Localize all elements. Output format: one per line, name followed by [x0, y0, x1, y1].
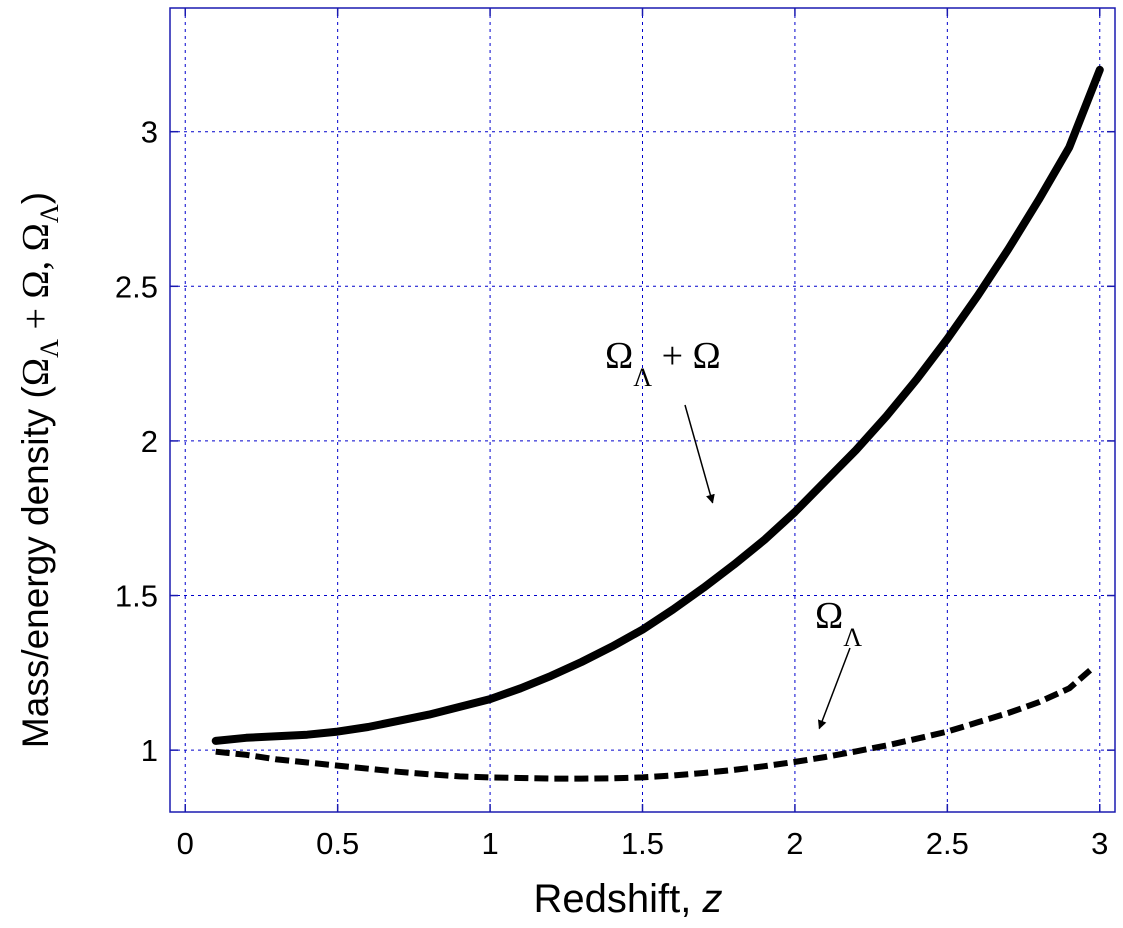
- y-axis-label: Mass/energy density (ΩΛ + Ω, ΩΛ): [15, 192, 64, 748]
- x-axis-label: Redshift, z: [534, 877, 723, 921]
- x-tick-label: 2: [786, 826, 803, 861]
- y-label-omega-lambda-2: Ω: [15, 223, 57, 251]
- x-tick-label: 1.5: [621, 826, 664, 861]
- annotations: ΩΛ + Ω ΩΛ: [605, 335, 862, 729]
- y-label-plus-omega: + Ω,: [15, 251, 57, 339]
- y-axis-label-prefix: Mass/energy density (: [15, 385, 56, 748]
- y-tick-label: 2: [141, 424, 158, 459]
- x-tick-label: 2.5: [926, 826, 969, 861]
- x-tick-label: 3: [1091, 826, 1108, 861]
- y-label-lambda-sub-2: Λ: [35, 204, 64, 223]
- x-axis-label-text: Redshift,: [534, 877, 703, 921]
- series-lambda-density-line: [216, 670, 1091, 779]
- label-omega-lambda-plus-omega: ΩΛ + Ω: [605, 335, 721, 392]
- y-tick-label: 1.5: [115, 579, 158, 614]
- y-tick-label: 3: [141, 115, 158, 150]
- label-omega-lambda: ΩΛ: [815, 595, 862, 652]
- series-total-density-line: [216, 70, 1100, 741]
- x-tick-label: 0.5: [316, 826, 359, 861]
- y-label-lambda-sub: Λ: [35, 339, 64, 358]
- x-tick-label: 0: [177, 826, 194, 861]
- y-label-omega-lambda: Ω: [15, 358, 57, 386]
- data-series: [216, 70, 1100, 779]
- y-tick-label: 1: [141, 733, 158, 768]
- y-tick-label: 2.5: [115, 269, 158, 304]
- x-axis-label-variable: z: [701, 877, 722, 921]
- grid-lines: [170, 8, 1115, 812]
- annotation-arrow: [685, 405, 713, 503]
- annotation-arrow: [819, 648, 850, 729]
- y-axis-label-suffix: ): [15, 192, 56, 204]
- x-tick-label: 1: [481, 826, 498, 861]
